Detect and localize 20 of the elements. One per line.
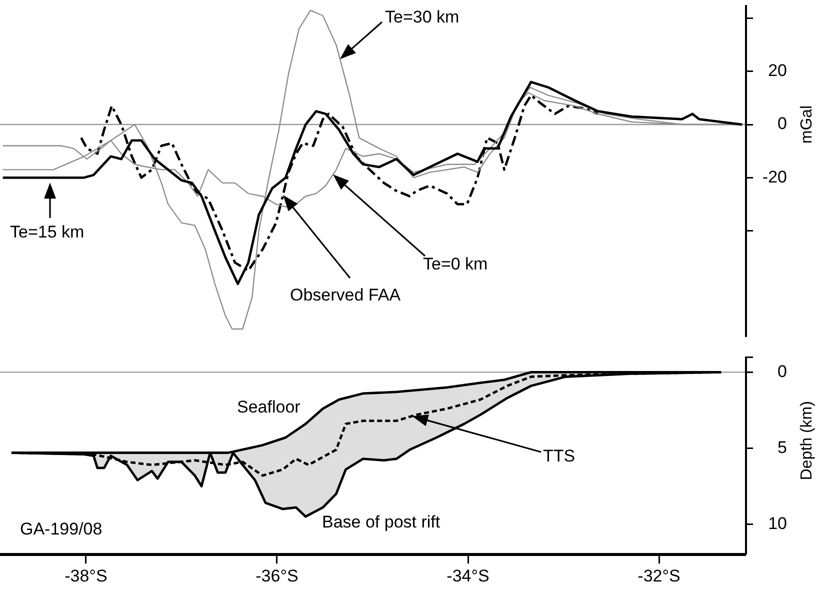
legend-label: Te=15 km xyxy=(10,222,84,242)
y-tick-label: 0 xyxy=(778,114,787,134)
y-axis-title: Depth (km) xyxy=(798,401,816,480)
x-tick-label: -38°S xyxy=(64,566,108,586)
annotation: Te=30 km xyxy=(385,8,460,27)
annotation: GA-199/08 xyxy=(20,520,102,539)
y-tick-label: 0 xyxy=(778,362,787,381)
y-tick-label: 20 xyxy=(768,61,787,80)
y-axis-title: mGal xyxy=(798,105,816,144)
annotation: TTS xyxy=(543,446,576,466)
text: Te=0 km xyxy=(423,254,488,274)
series-label: Seafloor xyxy=(237,398,301,417)
text: Observed FAA xyxy=(290,286,402,305)
x-tick-label: -34°S xyxy=(446,566,490,586)
x-tick-label: -36°S xyxy=(256,566,298,586)
x-tick-label: -32°S xyxy=(638,566,680,586)
y-tick-label: -20 xyxy=(762,167,787,186)
y-tick-label: 10 xyxy=(768,514,787,533)
series-label: Base of post rift xyxy=(322,512,440,532)
y-tick-label: 5 xyxy=(778,438,787,457)
